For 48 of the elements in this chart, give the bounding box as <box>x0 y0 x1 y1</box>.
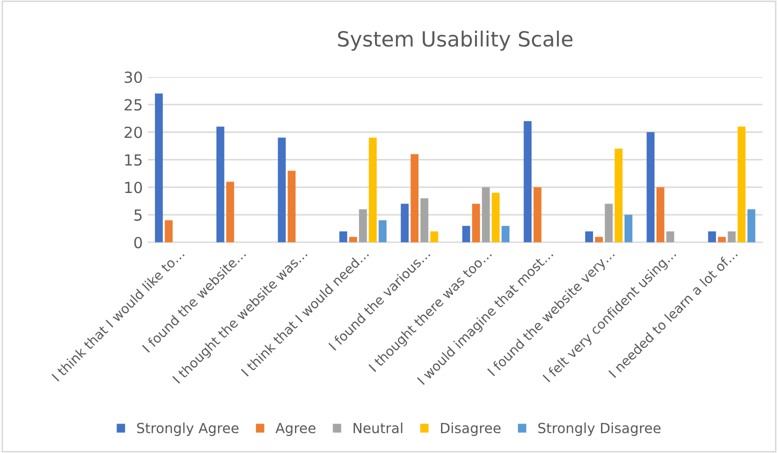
legend-label: Strongly Disagree <box>538 422 661 436</box>
bar <box>718 236 726 242</box>
bar <box>462 226 470 242</box>
bar <box>666 231 674 242</box>
bar <box>595 236 603 242</box>
bar <box>349 236 358 242</box>
y-tick-label: 20 <box>124 126 142 138</box>
legend-label: Neutral <box>354 422 402 434</box>
y-tick-label: 25 <box>124 99 142 111</box>
bar <box>614 148 623 242</box>
bar <box>624 214 632 242</box>
y-tick-label: 30 <box>124 71 142 84</box>
bar <box>226 182 234 242</box>
y-tick-label: 10 <box>125 182 142 194</box>
legend-label: Agree <box>275 422 316 436</box>
bar <box>164 220 173 242</box>
bar <box>278 138 286 242</box>
bar <box>728 231 736 242</box>
bar <box>524 121 532 242</box>
y-tick-label: 5 <box>134 209 142 221</box>
bar <box>339 231 348 242</box>
bar <box>430 231 438 242</box>
chart-title: System Usability Scale <box>338 30 572 51</box>
bar <box>154 94 163 242</box>
bar <box>656 187 664 242</box>
bar <box>708 231 716 242</box>
bar <box>378 220 387 242</box>
bar <box>738 126 746 242</box>
bar <box>216 126 224 242</box>
bar <box>646 132 655 242</box>
legend-label: Disagree <box>441 422 501 436</box>
bar <box>472 204 480 242</box>
bar <box>410 154 418 242</box>
bar <box>502 226 510 242</box>
bar <box>359 209 367 242</box>
bar <box>534 187 542 242</box>
y-tick-label: 0 <box>134 236 142 248</box>
bar <box>747 209 756 242</box>
bar <box>368 138 377 242</box>
bar <box>492 192 500 242</box>
bar <box>604 204 613 242</box>
bar <box>482 187 490 242</box>
legend-label: Strongly Agree <box>137 422 239 436</box>
bar <box>420 198 428 242</box>
bar <box>400 204 409 242</box>
y-tick-label: 15 <box>125 154 142 166</box>
bar <box>288 170 296 242</box>
bar <box>585 231 594 242</box>
